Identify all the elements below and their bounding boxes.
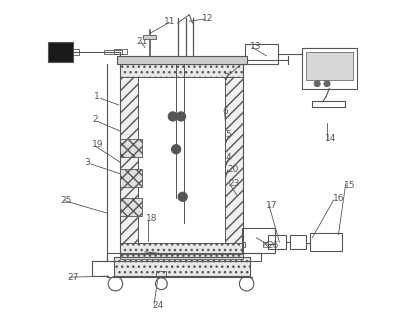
Text: 18: 18 (146, 214, 157, 223)
Text: 23: 23 (228, 179, 239, 188)
Bar (156, 271, 166, 277)
Text: 26: 26 (267, 241, 278, 250)
Text: 13: 13 (250, 42, 262, 51)
Text: 27: 27 (67, 273, 78, 282)
Bar (120, 139, 142, 157)
Bar (107, 253, 262, 261)
Bar (242, 242, 245, 247)
Bar (73, 49, 80, 55)
Bar (245, 44, 278, 64)
Circle shape (314, 81, 320, 87)
Text: 22: 22 (49, 50, 60, 59)
Bar (290, 235, 306, 249)
Bar (120, 243, 243, 256)
Bar (120, 169, 142, 187)
Circle shape (171, 145, 181, 154)
Bar (312, 101, 345, 107)
Text: 5: 5 (225, 130, 231, 139)
Bar (114, 257, 250, 276)
Bar (120, 59, 243, 256)
Text: 14: 14 (325, 134, 337, 143)
Text: 25: 25 (60, 195, 72, 205)
Bar (310, 233, 342, 251)
Circle shape (324, 81, 330, 87)
Bar (143, 35, 156, 39)
Text: 21: 21 (137, 36, 148, 46)
Bar (117, 56, 247, 64)
Text: 20: 20 (227, 165, 238, 174)
Text: 2: 2 (93, 115, 98, 124)
Bar (104, 50, 122, 54)
Bar (120, 198, 142, 216)
Circle shape (176, 112, 186, 121)
Text: 6: 6 (222, 107, 228, 116)
Text: 7: 7 (224, 72, 229, 82)
Text: 3: 3 (84, 158, 90, 167)
Text: 11: 11 (164, 17, 175, 26)
Bar (225, 59, 243, 256)
Bar (120, 254, 243, 259)
Bar (114, 257, 250, 276)
Circle shape (178, 192, 187, 201)
Bar (48, 42, 73, 62)
Bar (120, 59, 138, 256)
Text: 1: 1 (94, 92, 100, 101)
Text: 19: 19 (92, 140, 103, 149)
Bar (120, 59, 243, 77)
Bar (268, 235, 286, 249)
Text: 17: 17 (266, 200, 278, 210)
Text: 4: 4 (225, 153, 231, 162)
Text: 24: 24 (152, 301, 164, 310)
Bar (114, 49, 127, 54)
Text: 15: 15 (344, 181, 356, 190)
Text: 12: 12 (202, 13, 214, 23)
Bar (263, 242, 268, 247)
Bar (306, 52, 353, 80)
Bar (302, 48, 357, 89)
Text: 16: 16 (333, 194, 344, 203)
Bar (242, 228, 275, 253)
Circle shape (168, 112, 177, 121)
